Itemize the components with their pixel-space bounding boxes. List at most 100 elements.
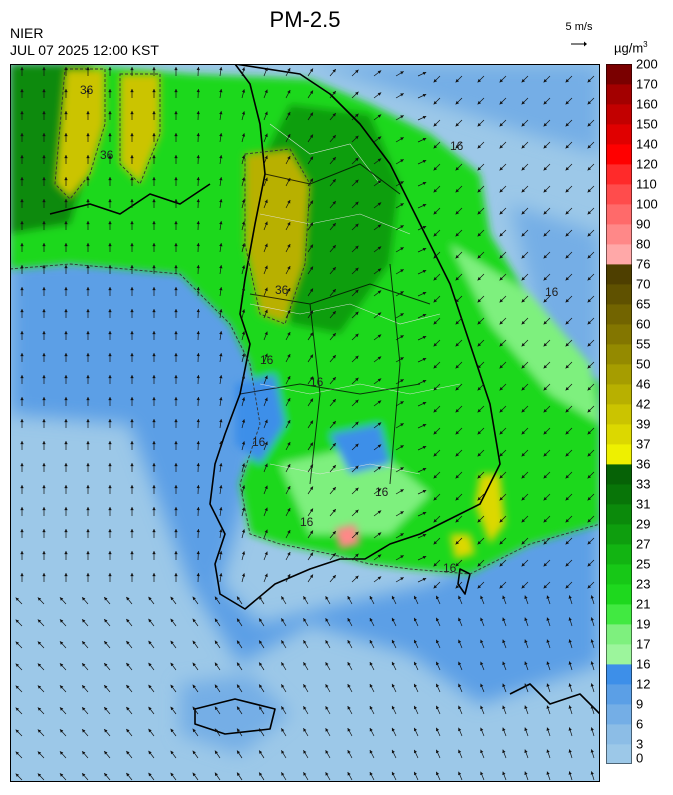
wind-arrow-head [377, 532, 382, 536]
wind-arrow-head [264, 507, 268, 512]
wind-arrow-head [458, 749, 462, 754]
wind-arrow-head [130, 507, 134, 511]
wind-arrow-head [130, 155, 134, 159]
contour-label: 36 [80, 83, 94, 97]
district-boundaries [249, 123, 461, 475]
wind-arrow-head [436, 595, 440, 600]
colorbar-swatch [606, 344, 632, 365]
wind-arrow-head [170, 750, 174, 755]
wind-arrow-head [433, 519, 437, 523]
wind-arrow-head [400, 291, 404, 295]
contour-label: 36 [100, 148, 114, 162]
wind-arrow-head [82, 619, 86, 623]
wind-arrow-head [502, 749, 506, 754]
wind-arrow-head [309, 420, 313, 424]
wind-arrow-head [543, 519, 547, 523]
wind-arrow-head [196, 221, 200, 225]
wind-arrow-head [433, 189, 437, 193]
wind-arrow-head [433, 255, 437, 259]
wind-arrow-head [309, 464, 313, 468]
wind-arrow-head [347, 772, 351, 776]
wind-arrow-head [20, 441, 24, 445]
wind-arrow-head [108, 243, 112, 247]
wind-arrow-head [436, 771, 440, 776]
concentration-map: 3636361616161616161616 [10, 64, 600, 782]
wind-arrow-head [148, 706, 152, 711]
wind-arrow-head [20, 573, 24, 577]
wind-arrow-head [433, 79, 437, 83]
wind-arrow-head [521, 585, 525, 589]
wind-arrow-head [521, 519, 525, 523]
colorbar-swatch [606, 524, 632, 545]
wind-arrow-head [543, 123, 547, 127]
wind-arrow-head [281, 706, 285, 710]
wind-arrow-head [400, 225, 404, 229]
colorbar-tick-label: 6 [636, 716, 644, 732]
wind-arrow-head [477, 145, 481, 149]
wind-arrow-head [196, 243, 200, 247]
wind-arrow-head [287, 508, 291, 512]
wind-arrow-head [433, 211, 437, 215]
wind-arrow-head [82, 729, 86, 733]
moderate-pm-light-east [450, 244, 600, 424]
wind-arrow-head [170, 772, 174, 777]
wind-arrow-head [108, 573, 112, 577]
wind-arrow-head [325, 706, 329, 710]
wind-arrow-head [568, 661, 572, 665]
wind-arrow-head [86, 573, 90, 577]
wind-arrow-head [303, 706, 307, 710]
wind-arrow-head [400, 313, 404, 317]
wind-arrow-head [521, 409, 525, 413]
wind-arrow-head [455, 563, 459, 567]
contour-label: 16 [545, 285, 559, 299]
wind-arrow-head [309, 156, 313, 160]
coastline-mainland [209, 64, 501, 610]
wind-arrow-head [524, 661, 528, 665]
wind-arrow-head [264, 551, 268, 556]
wind-arrow-head [303, 728, 307, 732]
wind-arrow-head [587, 233, 591, 237]
wind-arrow-head [477, 189, 481, 193]
wind-arrow-head [287, 530, 291, 534]
wind-arrow-head [433, 497, 437, 501]
wind-arrow-head [355, 69, 359, 74]
wind-arrow-head [400, 577, 404, 581]
wind-arrow-head [130, 265, 134, 269]
wind-arrow-head [219, 89, 223, 93]
wind-arrow-head [422, 380, 427, 383]
wind-arrow-head [108, 551, 112, 555]
colorbar-swatch [606, 604, 632, 625]
wind-arrow-head [214, 596, 218, 601]
wind-arrow-head [287, 420, 291, 424]
wind-arrow-head [414, 683, 417, 688]
wind-arrow-head [391, 749, 395, 754]
wind-arrow-head [521, 189, 525, 193]
wind-arrow-head [400, 71, 404, 75]
wind-arrow-head [281, 772, 285, 776]
wind-arrow-head [455, 585, 459, 589]
wind-arrow-head [214, 618, 218, 623]
wind-arrow-head [369, 706, 373, 710]
wind-arrow-head [355, 311, 359, 316]
wind-arrow-head [543, 189, 547, 193]
wind-arrow-head [309, 508, 313, 512]
wind-arrow-head [241, 67, 246, 71]
wind-arrow-head [455, 453, 459, 457]
wind-arrow-head [400, 379, 404, 383]
wind-arrow-head [108, 529, 112, 533]
wind-arrow-head [477, 233, 481, 237]
wind-arrow-head [287, 354, 291, 358]
wind-arrow-head [377, 378, 382, 382]
wind-arrow-head [20, 375, 24, 379]
wind-arrow-head [192, 596, 196, 601]
wind-arrow-head [433, 167, 437, 171]
wind-arrow-head [82, 685, 86, 689]
wind-arrow-head [241, 155, 246, 159]
wind-arrow-head [104, 663, 108, 667]
wind-arrow-head [499, 541, 503, 545]
wind-arrow-head [241, 309, 246, 313]
wind-arrow-head [455, 365, 459, 369]
wind-arrow-head [86, 441, 90, 445]
colorbar-tick-label: 0 [636, 750, 644, 766]
wind-arrow-head [499, 167, 503, 171]
